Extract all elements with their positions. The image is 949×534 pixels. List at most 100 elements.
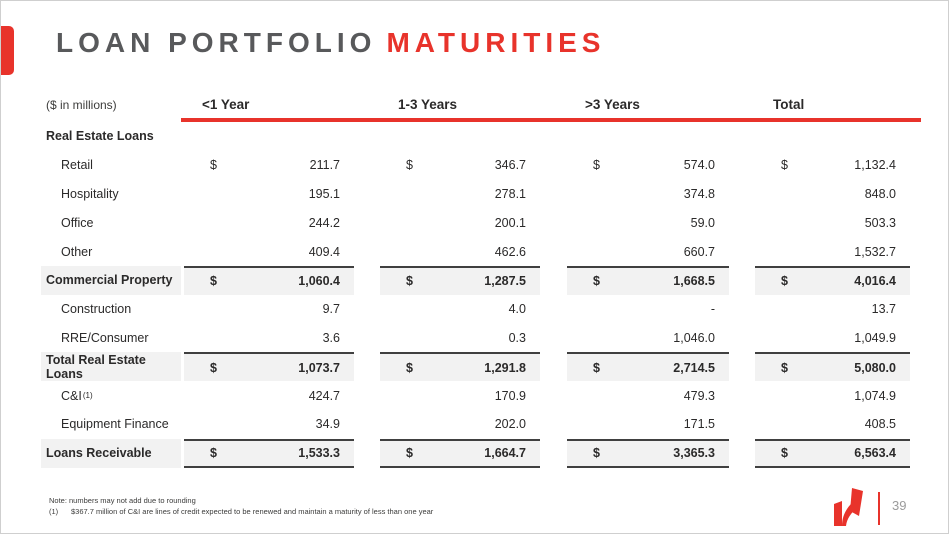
column-gap [729, 352, 755, 381]
amount-cell: 424.7 [184, 381, 354, 410]
amount-value: 2,714.5 [673, 360, 715, 375]
column-gap [540, 352, 567, 381]
footnote-1: (1) $367.7 million of C&I are lines of cr… [49, 506, 433, 517]
amount-value: 4,016.4 [854, 274, 896, 289]
amount-value: 211.7 [309, 158, 340, 173]
table-row: Hospitality 195.1 278.1 374.8 848.0 [41, 180, 910, 209]
amount-value: 1,049.9 [854, 330, 896, 345]
amount-cell: 479.3 [567, 381, 729, 410]
header-underline [181, 118, 921, 122]
table-row: Total Real Estate Loans $1,073.7 $1,291.8 $… [41, 352, 910, 382]
amount-value: 1,046.0 [673, 330, 715, 345]
dollar-sign: $ [593, 446, 600, 461]
maturities-table: ($ in millions) <1 Year 1-3 Years >3 Yea… [41, 91, 921, 468]
column-gap [540, 122, 567, 151]
column-gap [354, 237, 380, 266]
row-label: Loans Receivable [41, 438, 181, 468]
column-gap [540, 237, 567, 266]
dollar-sign: $ [593, 158, 600, 173]
amount-value: 408.5 [864, 417, 896, 432]
amount-value: 34.9 [315, 417, 340, 432]
footnotes: Note: numbers may not add due to roundin… [49, 495, 433, 517]
column-gap [729, 295, 755, 324]
amount-value: 374.8 [683, 186, 715, 201]
amount-value: 1,060.4 [298, 274, 340, 289]
amount-cell: 200.1 [380, 208, 540, 237]
amount-cell: 848.0 [755, 180, 910, 209]
table-row: RRE/Consumer 3.6 0.3 1,046.0 1,049.9 [41, 324, 910, 353]
amount-value: 848.0 [864, 186, 896, 201]
column-gap [540, 410, 567, 439]
amount-cell: 409.4 [184, 237, 354, 266]
amount-cell: $6,563.4 [755, 438, 910, 468]
amount-cell: 170.9 [380, 381, 540, 410]
table-row: Commercial Property $1,060.4 $1,287.5 $1,66… [41, 265, 910, 295]
amount-cell: 1,074.9 [755, 381, 910, 410]
table-header-row: ($ in millions) <1 Year 1-3 Years >3 Yea… [41, 91, 910, 118]
column-gap [354, 439, 380, 468]
table-row: Construction 9.7 4.0 - 13.7 [41, 295, 910, 324]
column-gap [540, 295, 567, 324]
amount-cell: 244.2 [184, 208, 354, 237]
amount-cell: $4,016.4 [755, 265, 910, 295]
amount-cell: 408.5 [755, 410, 910, 439]
amount-value: 1,664.7 [484, 446, 526, 461]
column-gap [540, 208, 567, 237]
row-label: Total Real Estate Loans [41, 352, 181, 382]
amount-cell: 9.7 [184, 295, 354, 324]
amount-cell: 660.7 [567, 237, 729, 266]
column-gap [354, 122, 380, 151]
column-header-1to3years: 1-3 Years [398, 97, 458, 112]
row-label: Office [61, 215, 94, 230]
table-row: Other 409.4 462.6 660.7 1,532.7 [41, 237, 910, 266]
dollar-sign: $ [210, 446, 217, 461]
amount-value: 1,073.7 [298, 360, 340, 375]
dollar-sign: $ [210, 274, 217, 289]
amount-value: 9.7 [322, 302, 340, 317]
amount-value: 1,533.3 [298, 446, 340, 461]
column-gap [354, 295, 380, 324]
footnote-1-marker: (1) [49, 507, 59, 516]
column-gap [354, 180, 380, 209]
table-row: Equipment Finance 34.9 202.0 171.5 408.5 [41, 410, 910, 439]
amount-value: 200.1 [494, 215, 526, 230]
amount-value: 1,291.8 [484, 360, 526, 375]
footnote-1-text: $367.7 million of C&I are lines of credi… [71, 507, 434, 516]
amount-value: 171.5 [683, 417, 715, 432]
amount-value: 1,287.5 [484, 274, 526, 289]
dollar-sign: $ [781, 158, 788, 173]
row-label: Construction [61, 302, 132, 317]
amount-cell: 3.6 [184, 324, 354, 353]
amount-cell: $5,080.0 [755, 352, 910, 382]
amount-cell: 1,049.9 [755, 324, 910, 353]
amount-value: 170.9 [494, 388, 526, 403]
amount-cell: $1,291.8 [380, 352, 540, 382]
dollar-sign: $ [593, 274, 600, 289]
amount-cell: $1,533.3 [184, 438, 354, 468]
amount-cell: $346.7 [380, 151, 540, 180]
amount-cell: $574.0 [567, 151, 729, 180]
amount-value: 5,080.0 [854, 360, 896, 375]
column-gap [729, 266, 755, 295]
dollar-sign: $ [406, 274, 413, 289]
column-gap [181, 91, 184, 118]
row-label: Equipment Finance [61, 417, 169, 432]
column-gap [729, 237, 755, 266]
amount-value: 660.7 [683, 244, 715, 259]
amount-cell: - [567, 295, 729, 324]
amount-cell: 202.0 [380, 410, 540, 439]
column-header-lt1year: <1 Year [202, 97, 250, 112]
page-title-accent: MATURITIES [386, 27, 606, 58]
amount-value: 1,668.5 [673, 274, 715, 289]
column-gap [354, 151, 380, 180]
page-number: 39 [892, 498, 907, 513]
column-header-gt3years: >3 Years [585, 97, 640, 112]
column-gap [354, 208, 380, 237]
column-gap [540, 266, 567, 295]
amount-cell [380, 122, 540, 151]
amount-cell: 171.5 [567, 410, 729, 439]
row-label: Commercial Property [41, 265, 181, 295]
amount-cell: 195.1 [184, 180, 354, 209]
row-label: Real Estate Loans [46, 129, 154, 144]
